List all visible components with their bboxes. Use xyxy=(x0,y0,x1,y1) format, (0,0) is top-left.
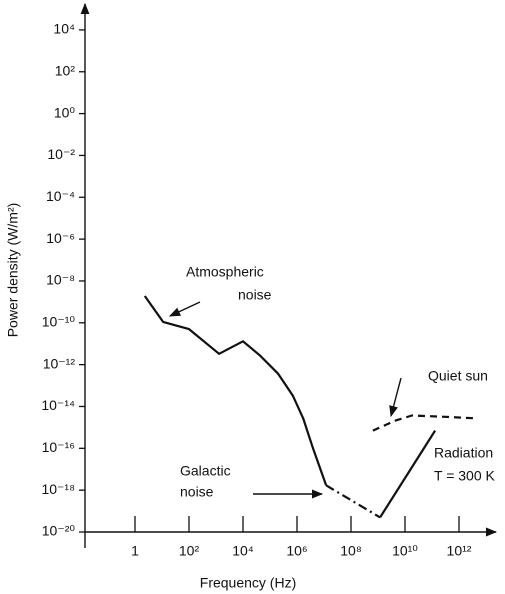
data-line xyxy=(143,295,328,486)
y-tick-label: 10⁻¹⁴ xyxy=(41,397,75,413)
y-tick-label: 10⁻²⁰ xyxy=(42,523,76,539)
x-axis-label: Frequency (Hz) xyxy=(200,575,296,591)
annotation: noise xyxy=(180,484,214,500)
data-line xyxy=(379,430,437,518)
y-axis-label: Power density (W/m²) xyxy=(5,203,21,338)
annotation: Radiation xyxy=(434,445,493,461)
x-tick-label: 10⁶ xyxy=(286,543,307,559)
y-tick-label: 10⁻¹² xyxy=(43,355,76,371)
y-tick-label: 10⁰ xyxy=(54,104,76,120)
y-tick-label: 10⁻⁴ xyxy=(46,188,75,204)
annotation: Quiet sun xyxy=(428,368,488,384)
x-tick-label: 10⁸ xyxy=(340,543,362,559)
annotation: noise xyxy=(238,287,272,303)
y-tick-label: 10⁻⁶ xyxy=(46,230,75,246)
y-tick-label: 10² xyxy=(55,62,76,78)
arrow xyxy=(168,301,201,317)
x-tick-label: 1 xyxy=(131,543,139,559)
x-tick-label: 10¹² xyxy=(447,543,472,559)
y-tick-label: 10⁻¹⁶ xyxy=(42,439,75,455)
data-line xyxy=(325,484,381,519)
annotation: T = 300 K xyxy=(434,468,496,484)
y-tick-label: 10⁴ xyxy=(53,21,75,37)
x-tick-label: 10² xyxy=(179,543,200,559)
annotation: Atmospheric xyxy=(186,264,264,280)
arrow xyxy=(389,377,402,418)
y-tick-label: 10⁻¹⁸ xyxy=(41,481,75,497)
y-tick-label: 10⁻⁸ xyxy=(46,272,75,288)
x-tick-label: 10¹⁰ xyxy=(392,543,418,559)
y-tick-label: 10⁻² xyxy=(47,146,75,162)
y-tick-label: 10⁻¹⁰ xyxy=(42,314,76,330)
x-tick-label: 10⁴ xyxy=(232,543,254,559)
data-line xyxy=(372,414,478,432)
annotation: Galactic xyxy=(180,463,231,479)
